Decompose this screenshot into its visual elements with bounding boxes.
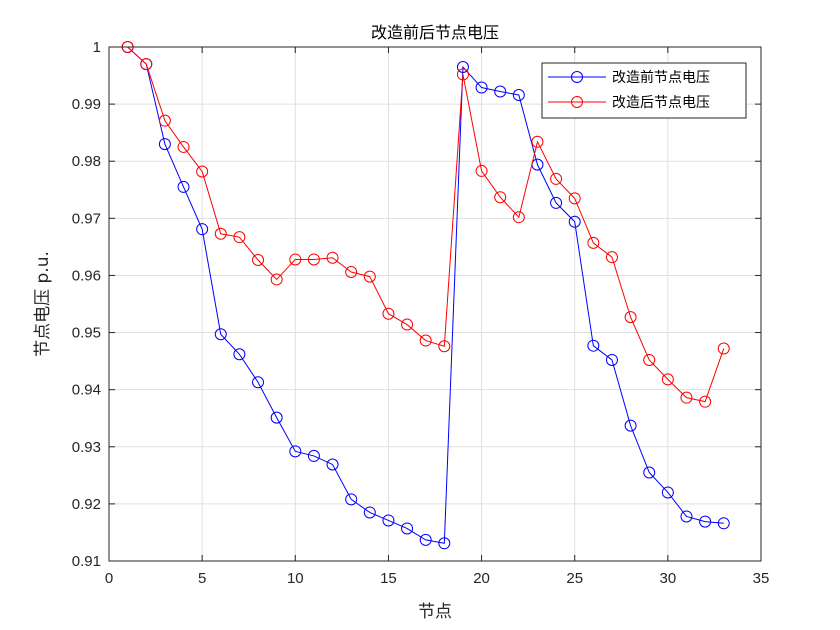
data-point [717, 342, 730, 355]
series-2 [121, 41, 730, 408]
data-point [158, 114, 171, 127]
y-tick-label: 0.97 [72, 210, 101, 227]
data-point [568, 215, 581, 228]
data-point [307, 449, 320, 462]
series-line [127, 46, 724, 544]
data-point [643, 353, 656, 366]
data-point [587, 236, 600, 249]
data-point [456, 68, 469, 81]
data-point [363, 270, 376, 283]
data-point [624, 419, 637, 432]
data-point [401, 318, 414, 331]
data-point [214, 227, 227, 240]
data-point [419, 533, 432, 546]
y-tick-label: 0.94 [72, 382, 101, 399]
data-point [438, 340, 451, 353]
y-axis-title: 节点电压 p.u. [33, 251, 53, 357]
data-point [605, 251, 618, 264]
plot-frame [108, 46, 762, 562]
data-point [512, 88, 525, 101]
data-point [196, 223, 209, 236]
x-tick-label: 35 [753, 570, 770, 587]
y-tick-label: 0.96 [72, 267, 101, 284]
data-point [196, 165, 209, 178]
data-point [270, 411, 283, 424]
data-point [140, 58, 153, 71]
data-point [475, 81, 488, 94]
data-point [419, 334, 432, 347]
data-point [531, 135, 544, 148]
data-point [214, 328, 227, 341]
y-tick-label: 0.99 [72, 96, 101, 113]
y-tick-label: 0.93 [72, 439, 101, 456]
data-point [252, 376, 265, 389]
chart-title: 改造前后节点电压 [371, 23, 499, 42]
data-point [494, 191, 507, 204]
y-tick-label: 0.98 [72, 153, 101, 170]
data-point [289, 445, 302, 458]
data-point [587, 339, 600, 352]
data-point [158, 138, 171, 151]
data-point [438, 537, 451, 550]
data-point [494, 85, 507, 98]
data-point [363, 506, 376, 519]
data-point [252, 254, 265, 267]
data-point [326, 458, 339, 471]
legend-item: 改造前节点电压 [548, 69, 710, 86]
data-point [382, 514, 395, 527]
x-tick-label: 25 [566, 570, 583, 587]
data-point [550, 172, 563, 185]
data-point [177, 180, 190, 193]
data-point [345, 493, 358, 506]
data-point [680, 510, 693, 523]
plot-area [109, 47, 761, 561]
ticks: 0 5 10 15 20 25 30 35 0.91 0.92 0.93 0.94 0.95 0.96 0.… [72, 39, 770, 587]
data-point [680, 391, 693, 404]
data-point [699, 395, 712, 408]
data-point [177, 140, 190, 153]
x-tick-label: 0 [105, 570, 113, 587]
x-tick-label: 20 [473, 570, 490, 587]
data-point [326, 251, 339, 264]
data-point [233, 231, 246, 244]
legend-marker [571, 96, 583, 108]
x-tick-label: 10 [287, 570, 304, 587]
y-tick-label: 0.91 [72, 553, 101, 570]
y-tick-label: 1 [93, 39, 101, 56]
data-point [382, 307, 395, 320]
x-axis-title: 节点 [418, 602, 452, 622]
legend-item: 改造后节点电压 [548, 95, 710, 111]
legend-label: 改造后节点电压 [612, 95, 710, 111]
legend-marker [571, 71, 583, 83]
x-tick-label: 30 [660, 570, 677, 587]
data-point [270, 273, 283, 286]
legend-box [541, 62, 747, 119]
series-line [127, 46, 725, 403]
data-point [456, 60, 469, 73]
data-point [624, 311, 637, 324]
data-point [401, 522, 414, 535]
data-point [233, 348, 246, 361]
x-tick-label: 5 [198, 570, 206, 587]
series-layer [121, 41, 730, 550]
data-point [512, 211, 525, 224]
data-point [717, 517, 730, 530]
legend-label: 改造前节点电压 [612, 69, 710, 86]
data-point [661, 486, 674, 499]
y-tick-label: 0.95 [72, 325, 101, 342]
y-tick-label: 0.92 [72, 496, 101, 513]
data-point [345, 266, 358, 279]
data-point [661, 373, 674, 386]
data-point [699, 515, 712, 528]
data-point [605, 353, 618, 366]
data-point [307, 253, 320, 266]
data-point [289, 253, 302, 266]
data-point [475, 164, 488, 177]
data-point [568, 192, 581, 205]
x-tick-label: 15 [380, 570, 397, 587]
data-point [550, 196, 563, 209]
data-point [643, 466, 656, 479]
